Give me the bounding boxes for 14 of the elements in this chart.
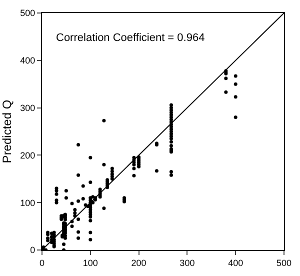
x-tick-label: 300 <box>180 258 195 268</box>
annotation: Correlation Coefficient = 0.964 <box>56 32 205 44</box>
x-tick-label: 200 <box>131 258 146 268</box>
x-tick-label: 400 <box>228 258 244 268</box>
x-tick-label: 0 <box>39 258 45 268</box>
y-axis-title: Predicted Q <box>0 100 14 164</box>
y-tick-label: 100 <box>20 198 36 208</box>
y-tick-label: 500 <box>20 8 36 18</box>
x-tick-label: 100 <box>82 258 98 268</box>
x-tick-label: 500 <box>276 258 292 268</box>
y-tick-label: 200 <box>20 150 36 160</box>
y-tick-label: 0 <box>30 245 36 256</box>
y-tick-label: 400 <box>20 56 36 66</box>
y-tick-label: 300 <box>20 102 36 113</box>
